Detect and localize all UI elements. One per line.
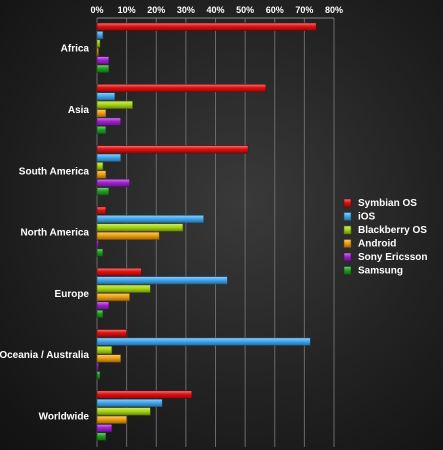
bar-north-america-sony-ericsson (96, 240, 99, 249)
category-label-asia: Asia (68, 105, 90, 116)
bar-worldwide-symbian-os (96, 390, 193, 399)
bar-south-america-ios (96, 153, 122, 162)
bar-africa-blackberry-os (96, 39, 101, 48)
bar-europe-ios (96, 276, 228, 285)
bar-north-america-symbian-os (96, 206, 107, 215)
bar-oceania-australia-android (96, 354, 122, 363)
bar-asia-blackberry-os (96, 100, 133, 109)
bar-worldwide-blackberry-os (96, 407, 151, 416)
category-label-africa: Africa (61, 44, 90, 55)
bar-oceania-australia-blackberry-os (96, 345, 113, 355)
bar-oceania-australia-ios (96, 337, 311, 346)
bar-worldwide-sony-ericsson (96, 424, 113, 433)
bar-asia-symbian-os (96, 84, 267, 93)
bar-south-america-symbian-os (96, 145, 249, 154)
legend-swatch-blackberry-os (343, 225, 352, 235)
tick-label-2: 20% (147, 5, 165, 15)
category-label-north-america: North America (20, 228, 89, 239)
bar-south-america-samsung (96, 187, 110, 196)
bar-north-america-blackberry-os (96, 223, 184, 232)
x-axis-ticks: 0% 10% 20% 30% 40% 50% 60% 70% 80% (90, 5, 343, 15)
bar-europe-android (96, 293, 130, 302)
bar-asia-android (96, 109, 107, 118)
bar-asia-sony-ericsson (96, 117, 122, 126)
category-label-europe: Europe (55, 289, 90, 300)
legend-label-blackberry-os: Blackberry OS (358, 225, 427, 236)
legend-swatch-sony-ericsson (343, 252, 352, 262)
tick-label-6: 60% (266, 5, 284, 15)
category-label-worldwide: Worldwide (39, 412, 90, 423)
bar-europe-sony-ericsson (96, 301, 110, 310)
bar-europe-blackberry-os (96, 284, 151, 293)
tick-label-3: 30% (177, 5, 195, 15)
bar-south-america-blackberry-os (96, 162, 104, 171)
tick-label-5: 50% (236, 5, 254, 15)
bar-worldwide-ios (96, 398, 163, 408)
legend-swatch-symbian-os (343, 198, 352, 208)
legend-swatch-samsung (343, 266, 352, 275)
bar-africa-samsung (96, 64, 110, 73)
legend-swatch-ios (343, 212, 352, 221)
legend: Symbian OS iOS Blackberry OS Android Sony Er… (343, 198, 427, 277)
bar-south-america-android (96, 170, 107, 179)
legend-swatch-android (343, 239, 352, 248)
bar-africa-android (96, 47, 99, 57)
tick-label-1: 10% (118, 5, 136, 15)
legend-label-symbian-os: Symbian OS (358, 198, 417, 209)
bar-asia-samsung (96, 126, 107, 135)
legend-label-ios: iOS (358, 212, 376, 223)
bar-africa-sony-ericsson (96, 56, 110, 65)
category-label-south-america: South America (19, 166, 90, 177)
bar-south-america-sony-ericsson (96, 178, 130, 187)
legend-label-sony-ericsson: Sony Ericsson (358, 252, 427, 263)
category-labels: Africa Asia South America North America Euro… (0, 44, 89, 423)
tick-label-7: 70% (295, 5, 313, 15)
bars (96, 22, 317, 441)
tick-label-0: 0% (90, 5, 103, 15)
tick-label-8: 80% (325, 5, 343, 15)
tick-label-4: 40% (206, 5, 224, 15)
legend-label-samsung: Samsung (358, 266, 403, 277)
bar-asia-ios (96, 92, 116, 101)
bar-worldwide-samsung (96, 432, 107, 441)
bar-europe-symbian-os (96, 267, 142, 277)
bar-oceania-australia-samsung (96, 371, 101, 380)
category-label-oceania-australia: Oceania / Australia (0, 350, 89, 361)
bar-north-america-android (96, 231, 160, 240)
bar-worldwide-android (96, 415, 127, 424)
bar-north-america-ios (96, 215, 204, 224)
legend-label-android: Android (358, 239, 396, 250)
bar-europe-samsung (96, 309, 104, 319)
bar-oceania-australia-symbian-os (96, 329, 127, 338)
bar-north-america-samsung (96, 248, 104, 257)
bar-africa-ios (96, 31, 104, 40)
bar-oceania-australia-sony-ericsson (96, 362, 99, 371)
bar-africa-symbian-os (96, 22, 317, 31)
